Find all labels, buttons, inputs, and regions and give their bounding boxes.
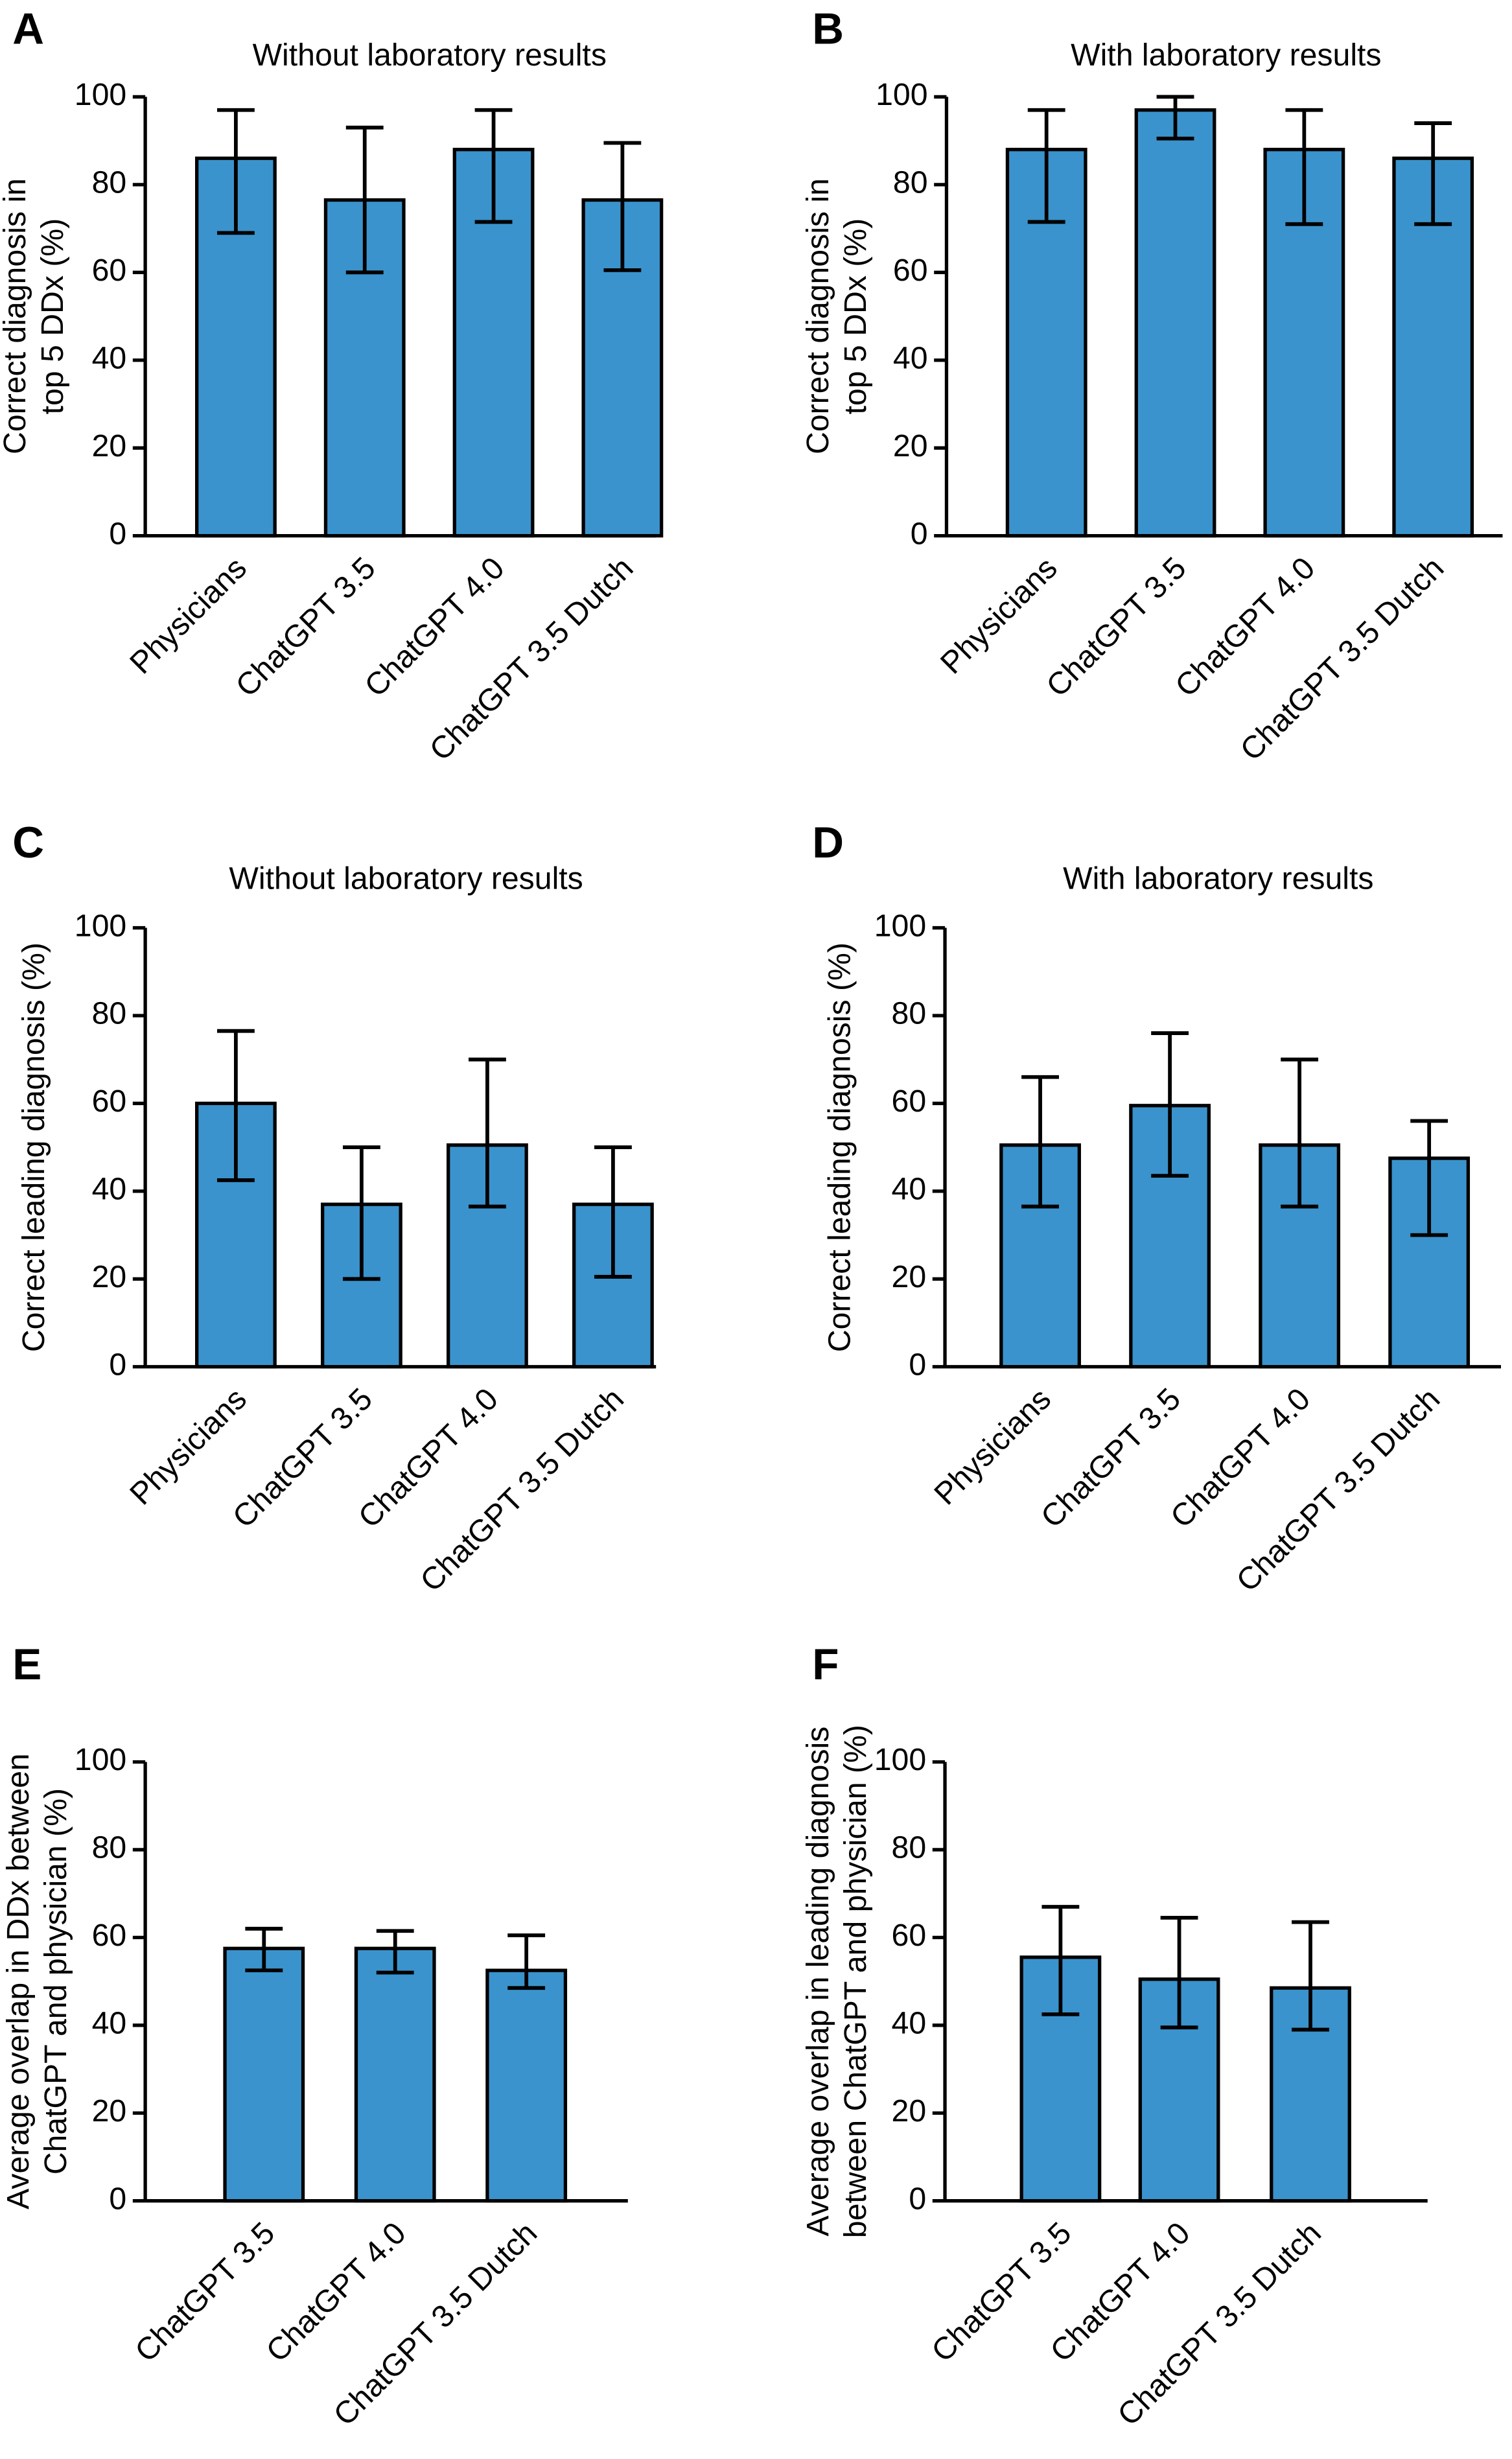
y-axis-label-f-line-2: between ChatGPT and physician (%) <box>838 1725 873 2238</box>
y-axis-label-a-line-2: top 5 DDx (%) <box>35 218 70 415</box>
panel-letter-e: E <box>12 1640 41 1689</box>
panel-f: F Average overlap in leading diagnosis bet… <box>800 1640 1428 2432</box>
y-tick-label-b-0: 0 <box>911 516 928 551</box>
figure-root: A Without laboratory results Correct diagn… <box>0 5 1503 2432</box>
y-axis-label-b-line-1: Correct diagnosis in <box>800 178 835 454</box>
panel-e: E Average overlap in DDx between ChatGPT a… <box>1 1640 628 2432</box>
y-tick-label-e-0: 0 <box>109 2181 126 2216</box>
chart-title-b: With laboratory results <box>1071 38 1381 73</box>
y-tick-label-b-60: 60 <box>893 253 928 288</box>
panel-letter-d: D <box>812 819 844 867</box>
y-tick-label-d-0: 0 <box>909 1347 926 1382</box>
bar-b-2 <box>1134 108 1216 538</box>
y-tick-label-b-20: 20 <box>893 428 928 463</box>
x-tick-label-a-1: Physicians <box>123 550 253 681</box>
x-tick-label-c-4: ChatGPT 3.5 Dutch <box>413 1381 631 1598</box>
panel-d: D With laboratory results Correct leading … <box>812 819 1502 1598</box>
x-tick-label-d-1: Physicians <box>927 1381 1058 1511</box>
y-tick-label-d-20: 20 <box>892 1259 927 1294</box>
y-tick-label-a-0: 0 <box>109 516 126 551</box>
y-tick-label-a-20: 20 <box>92 428 127 463</box>
y-axis-label-b-line-2: top 5 DDx (%) <box>838 218 873 415</box>
y-tick-label-a-40: 40 <box>92 340 127 375</box>
y-tick-label-c-80: 80 <box>92 996 127 1031</box>
y-tick-label-f-60: 60 <box>892 1918 927 1953</box>
y-tick-label-a-100: 100 <box>75 77 126 112</box>
y-tick-label-f-100: 100 <box>874 1742 926 1777</box>
y-tick-label-c-40: 40 <box>92 1172 127 1207</box>
panel-c: C Without laboratory results Correct leadi… <box>12 819 657 1598</box>
y-tick-label-e-80: 80 <box>92 1830 127 1865</box>
y-tick-label-b-40: 40 <box>893 340 928 375</box>
y-tick-label-d-40: 40 <box>892 1172 927 1207</box>
y-axis-label-e-line-2: ChatGPT and physician (%) <box>38 1788 73 2174</box>
chart-title-d: With laboratory results <box>1063 861 1373 896</box>
panel-letter-f: F <box>812 1640 839 1689</box>
x-tick-label-c-1: Physicians <box>123 1381 253 1511</box>
y-tick-label-e-100: 100 <box>75 1742 126 1777</box>
panel-letter-b: B <box>812 5 844 53</box>
y-tick-label-a-60: 60 <box>92 253 127 288</box>
bar-e-1 <box>223 1946 305 2203</box>
y-tick-label-b-100: 100 <box>876 77 927 112</box>
x-tick-label-b-1: Physicians <box>934 550 1064 681</box>
y-tick-label-f-40: 40 <box>892 2006 927 2041</box>
y-tick-label-f-20: 20 <box>892 2093 927 2128</box>
y-tick-label-c-20: 20 <box>92 1259 127 1294</box>
y-axis-label-f-line-1: Average overlap in leading diagnosis <box>800 1727 835 2237</box>
y-tick-label-d-100: 100 <box>874 908 926 943</box>
x-tick-label-d-2: ChatGPT 3.5 <box>1034 1381 1187 1534</box>
y-tick-label-f-80: 80 <box>892 1830 927 1865</box>
panel-a: A Without laboratory results Correct diagn… <box>0 5 664 767</box>
x-tick-label-e-1: ChatGPT 3.5 <box>128 2215 281 2368</box>
chart-title-c: Without laboratory results <box>229 861 583 896</box>
y-tick-label-c-100: 100 <box>75 908 126 943</box>
panel-letter-a: A <box>12 5 44 53</box>
y-tick-label-e-40: 40 <box>92 2006 127 2041</box>
y-tick-label-d-80: 80 <box>892 996 927 1031</box>
y-tick-label-a-80: 80 <box>92 165 127 200</box>
bar-e-2 <box>354 1946 436 2203</box>
y-axis-label-d-line-1: Correct leading diagnosis (%) <box>822 942 857 1352</box>
y-tick-label-c-0: 0 <box>109 1347 126 1382</box>
y-tick-label-f-0: 0 <box>909 2181 926 2216</box>
y-tick-label-e-60: 60 <box>92 1918 127 1953</box>
chart-title-a: Without laboratory results <box>253 38 607 73</box>
y-tick-label-c-60: 60 <box>92 1084 127 1119</box>
y-axis-label-a-line-1: Correct diagnosis in <box>0 178 32 454</box>
bar-e-3 <box>485 1968 568 2203</box>
panel-letter-c: C <box>12 819 44 867</box>
y-tick-label-b-80: 80 <box>893 165 928 200</box>
y-axis-label-e-line-1: Average overlap in DDx between <box>1 1753 36 2209</box>
y-axis-label-c-line-1: Correct leading diagnosis (%) <box>16 942 51 1352</box>
y-tick-label-e-20: 20 <box>92 2093 127 2128</box>
y-tick-label-d-60: 60 <box>892 1084 927 1119</box>
panel-b: B With laboratory results Correct diagnosi… <box>800 5 1503 767</box>
